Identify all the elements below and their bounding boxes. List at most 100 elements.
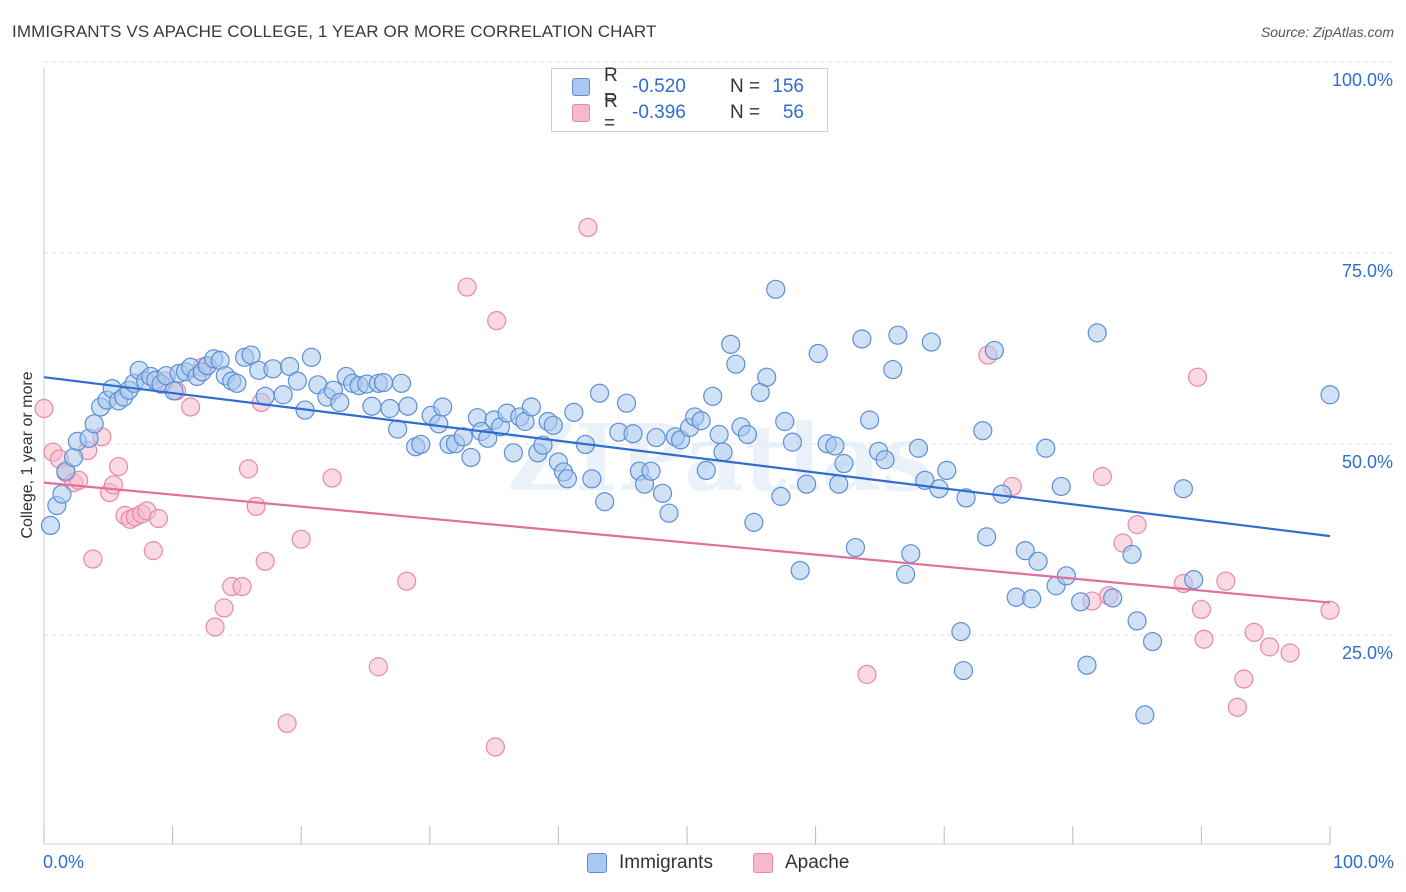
immigrants-point [951,622,971,642]
apache-point [214,598,234,618]
immigrants-point [953,660,974,681]
immigrants-point [533,435,553,455]
apache-point [578,217,598,238]
y-tick-label: 50.0% [1342,452,1393,472]
apache-point [181,397,201,417]
immigrants-point [1028,551,1048,571]
immigrants-point [582,469,602,489]
legend-label: Immigrants [619,852,713,873]
immigrants-point [860,410,880,430]
immigrants-point [984,340,1004,361]
apache-point [103,475,124,495]
immigrants-point [1056,566,1076,586]
immigrants-point [263,359,283,379]
immigrants-point [40,515,61,536]
immigrants-point [782,432,803,452]
axes [43,68,1331,845]
immigrants-point [757,367,777,387]
trend-lines [43,376,1331,604]
immigrants-point [411,434,431,455]
immigrants-point [808,343,828,364]
immigrants-point [771,486,791,506]
immigrants-point [775,411,795,432]
immigrants-point [227,373,247,393]
apache-point [487,311,507,331]
immigrants-point [1022,589,1042,609]
immigrants-point [564,402,584,422]
immigrants-point [503,443,523,463]
immigrants-point [973,421,993,441]
apache-point [1127,515,1147,535]
immigrants-point [595,492,615,512]
immigrants-point [1184,570,1204,590]
immigrants-point [709,424,729,445]
legend-item-apache[interactable]: Apache [753,852,849,874]
immigrants-point [1051,476,1071,497]
apache-point [232,576,252,597]
immigrants-point [287,371,307,391]
immigrants-point [52,484,72,504]
n-label: N = [730,76,761,97]
immigrants-point [63,447,84,468]
apache-point [277,713,297,733]
apache-point [255,551,275,571]
immigrants-point [1127,611,1147,631]
apache-point [291,529,311,549]
immigrants-point [646,427,666,448]
apache-swatch [572,104,590,122]
immigrants-point [453,427,473,447]
immigrants-point [164,381,184,401]
r-value: -0.520 [632,76,686,97]
immigrants-point [330,392,350,413]
immigrants-point [461,447,481,468]
immigrants-point [557,469,578,489]
immigrants-point [829,474,849,494]
immigrants-point [429,414,449,434]
apache-point [205,617,225,637]
immigrants-point [1103,588,1123,608]
apache-points [34,217,1340,757]
immigrants-point [696,460,716,481]
immigrants-point [362,396,382,416]
immigrants-point [713,442,733,462]
legend-row-apache: R = -0.396 N = 56 [572,91,804,134]
immigrants-point [825,436,845,456]
immigrants-point [641,461,661,481]
immigrants-point [616,393,637,413]
apache-point [143,541,163,561]
immigrants-point [84,414,104,434]
immigrants-point [1122,544,1142,565]
apache-point [397,571,417,591]
apache-point [1187,367,1208,387]
legend-label: Apache [785,852,850,873]
apache-point [83,549,103,569]
y-tick-label: 100.0% [1332,70,1393,90]
immigrants-point [478,428,498,448]
immigrants-point [790,560,810,581]
apache-point [34,398,54,419]
r-label: R = [604,65,618,108]
immigrants-point [241,345,261,365]
immigrants-point [1077,655,1097,675]
immigrants-point [1173,479,1193,499]
immigrants-point [852,329,872,349]
source-attribution: Source: ZipAtlas.com [1260,24,1394,40]
immigrants-point [744,512,764,532]
immigrants-point [543,415,563,435]
apache-point [1216,571,1236,591]
immigrants-point [937,460,957,481]
apache-point [857,664,877,684]
y-tick-labels: 25.0% 50.0% 75.0% 100.0% [1332,70,1393,663]
apache-trend-line [43,481,1331,604]
immigrants-point [721,334,741,354]
immigrants-point [766,279,786,299]
apache-point [246,496,266,516]
immigrants-point [977,527,997,547]
immigrants-point [388,419,408,439]
legend-row-immigrants: R = -0.520 N = 156 [572,65,804,108]
immigrants-point [921,332,941,352]
immigrants-point [1142,631,1163,652]
immigrants-point [896,564,916,584]
legend-item-immigrants[interactable]: Immigrants [587,852,713,874]
